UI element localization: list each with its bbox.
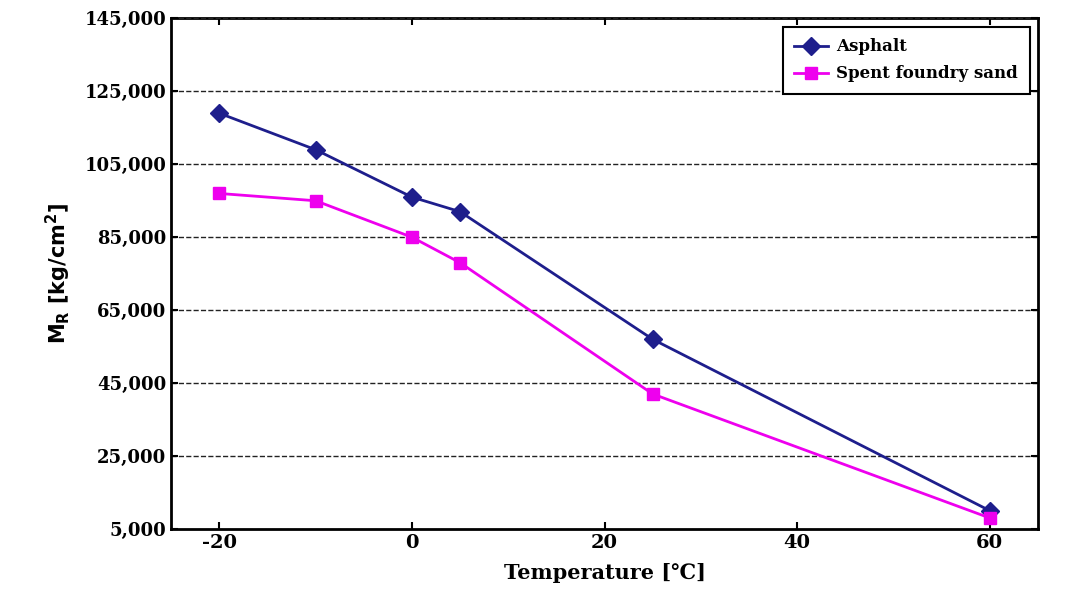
X-axis label: Temperature [℃]: Temperature [℃] bbox=[504, 563, 705, 583]
Asphalt bbox=[406, 193, 418, 200]
Asphalt bbox=[454, 208, 467, 215]
Spent foundry sand bbox=[646, 391, 659, 398]
Spent foundry sand bbox=[309, 197, 322, 204]
Spent foundry sand bbox=[406, 234, 418, 241]
Legend: Asphalt, Spent foundry sand: Asphalt, Spent foundry sand bbox=[783, 27, 1029, 94]
Spent foundry sand bbox=[213, 190, 226, 197]
Asphalt bbox=[646, 336, 659, 343]
Y-axis label: $\mathbf{M_R}$ $\mathbf{[kg/cm^2]}$: $\mathbf{M_R}$ $\mathbf{[kg/cm^2]}$ bbox=[44, 203, 74, 344]
Line: Asphalt: Asphalt bbox=[213, 107, 996, 517]
Line: Spent foundry sand: Spent foundry sand bbox=[213, 187, 996, 524]
Asphalt bbox=[309, 146, 322, 153]
Asphalt bbox=[213, 109, 226, 117]
Spent foundry sand bbox=[983, 514, 996, 522]
Asphalt bbox=[983, 507, 996, 514]
Spent foundry sand bbox=[454, 259, 467, 266]
